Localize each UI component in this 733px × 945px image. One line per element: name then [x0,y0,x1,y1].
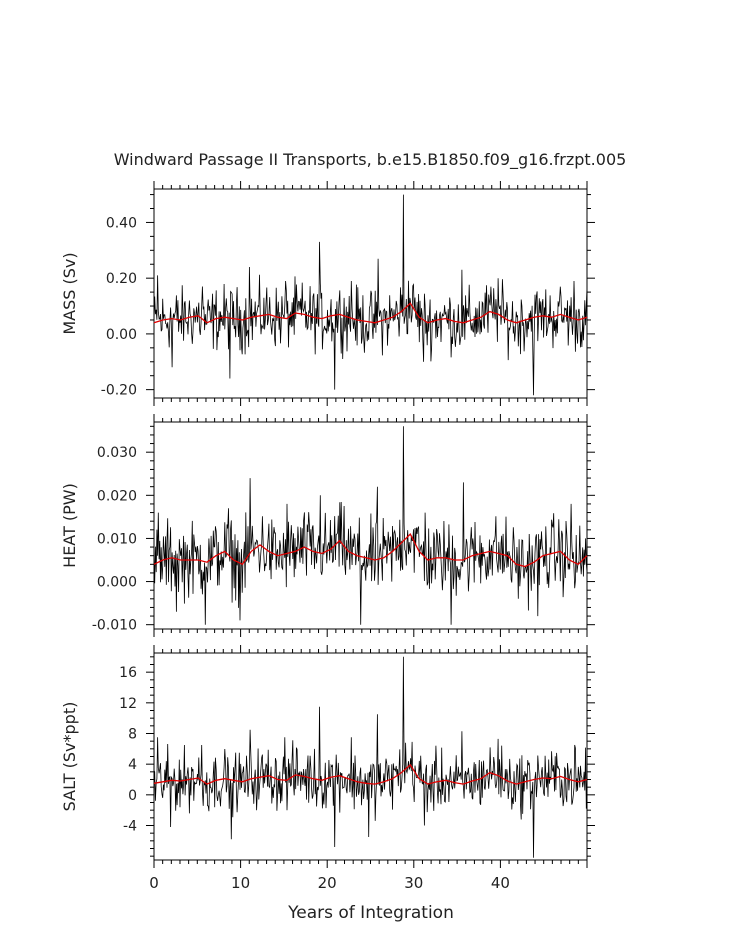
mass-y-tick-label: 0.20 [106,271,137,287]
x-tick-label: 30 [404,874,423,892]
chart-panels: -0.20 0.00 0.20 0.40 MASS (Sv) -0.010 0.000 0.0… [60,181,595,892]
heat-monthly-series [153,426,588,625]
mass-monthly-series [153,194,588,396]
salt-monthly-series [153,656,588,858]
heat-y-tick-label: 0.020 [97,488,137,504]
salt-y-axis-label: SALT (Sv*ppt) [60,702,79,812]
x-tick-label: 40 [491,874,510,892]
mass-y-tick-label: -0.20 [101,383,137,399]
chart-title: Windward Passage II Transports, b.e15.B1… [114,150,627,170]
x-tick-label: 20 [318,874,337,892]
salt-y-tick-label: -4 [123,819,137,835]
salt-y-tick-label: 4 [128,757,137,773]
x-tick-label: 10 [231,874,250,892]
heat-y-tick-label: 0.000 [97,575,137,591]
salt-smoothed-series [153,763,588,785]
mass-y-axis-label: MASS (Sv) [60,252,79,334]
heat-y-tick-label: 0.010 [97,531,137,547]
mass-y-tick-label: 0.00 [106,327,137,343]
mass-y-tick-label: 0.40 [106,215,137,231]
x-tick-label: 0 [149,874,159,892]
salt-y-tick-label: 16 [119,665,137,681]
mass-smoothed-series [153,302,588,324]
heat-y-tick-label: 0.030 [97,445,137,461]
x-axis-label: Years of Integration [287,903,454,923]
heat-y-axis-label: HEAT (PW) [60,483,79,568]
salt-y-tick-label: 0 [128,788,137,804]
heat-smoothed-series [153,533,588,568]
heat-y-tick-label: -0.010 [92,618,137,634]
salt-y-tick-label: 8 [128,727,137,743]
salt-y-tick-label: 12 [119,696,137,712]
